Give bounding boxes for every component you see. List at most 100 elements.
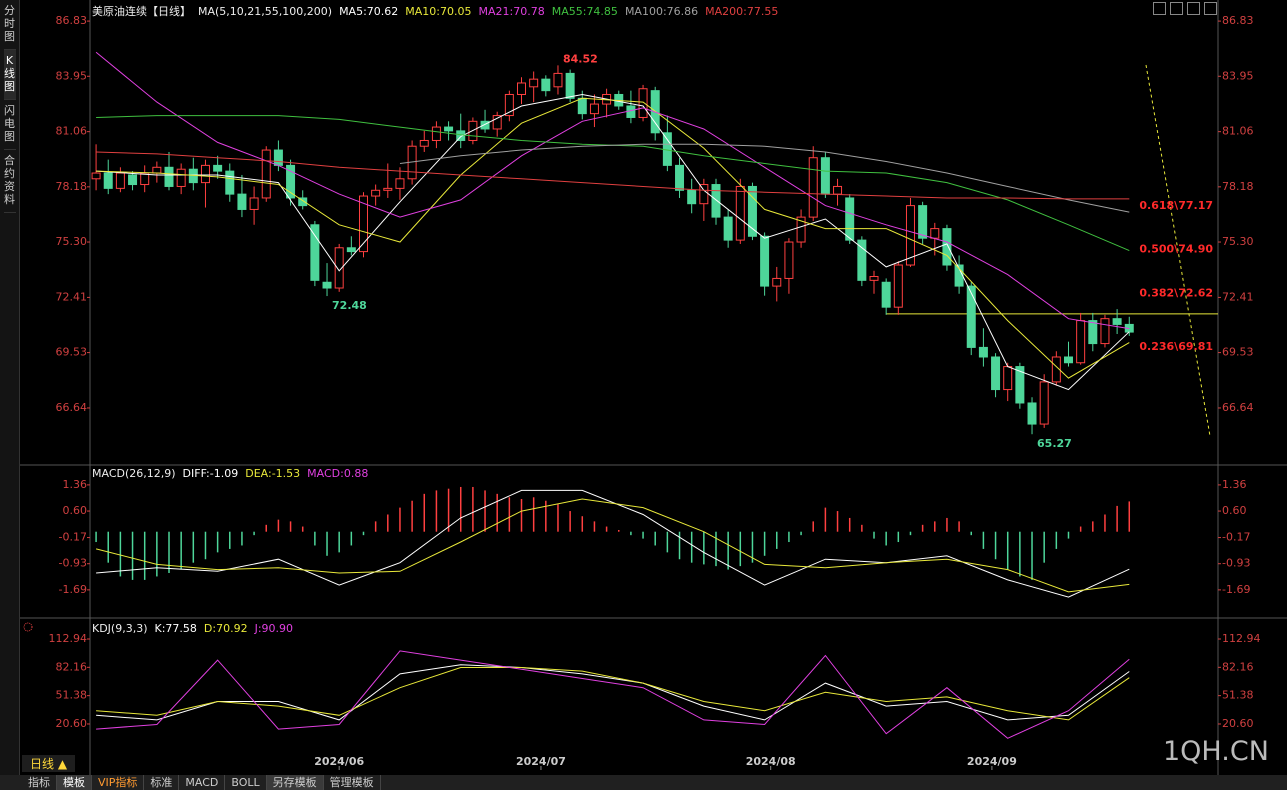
y-tick-label: 72.41 xyxy=(1222,290,1254,303)
panel-title: 美原油连续【日线】 xyxy=(92,5,191,18)
tool-icon[interactable] xyxy=(1170,2,1183,15)
side-tab[interactable]: K线图 xyxy=(3,50,16,100)
tab[interactable]: 标准 xyxy=(144,775,180,790)
candle-body xyxy=(1112,318,1122,325)
fib-label: 0.618\77.17 xyxy=(1139,199,1213,212)
candle-body xyxy=(395,178,405,189)
candle-body xyxy=(128,174,138,186)
y-tick-label: 69.53 xyxy=(56,346,88,359)
candle-body xyxy=(286,164,296,199)
candle-body xyxy=(444,126,454,132)
candle-body xyxy=(261,149,271,199)
candle-body xyxy=(760,235,770,287)
y-tick-label: 66.64 xyxy=(1222,401,1254,414)
candle-body xyxy=(723,216,733,241)
candle-body xyxy=(358,195,368,253)
period[interactable]: 日线 ▲ xyxy=(22,755,76,772)
indicator-line xyxy=(96,664,1130,721)
y-tick-label: 78.18 xyxy=(1222,180,1254,193)
candle-body xyxy=(991,356,1001,391)
y-tick-label: 83.95 xyxy=(56,69,88,82)
candle-body xyxy=(820,157,830,195)
panel-title: MACD(26,12,9) xyxy=(92,467,176,480)
indicator-line xyxy=(96,650,1130,739)
candle-body xyxy=(833,185,843,195)
y-tick-label: 1.36 xyxy=(63,478,88,491)
candle-body xyxy=(103,172,113,189)
candle-body xyxy=(1088,320,1098,345)
candle-body xyxy=(905,205,915,266)
y-tick-label: -0.17 xyxy=(59,531,87,544)
tool-icon[interactable] xyxy=(1187,2,1200,15)
legend-entry: DEA:-1.53 xyxy=(245,467,301,480)
side-tab[interactable]: 闪电图 xyxy=(3,100,16,150)
x-tick-label: 2024/08 xyxy=(746,755,796,768)
legend-entry: MA55:74.85 xyxy=(551,5,618,18)
candle-body xyxy=(918,205,928,239)
tab[interactable]: 管理模板 xyxy=(324,775,381,790)
y-tick-label: 0.60 xyxy=(63,504,88,517)
candle-body xyxy=(699,184,709,205)
side-tab[interactable]: 合约资料 xyxy=(3,150,16,213)
candle-body xyxy=(480,120,490,130)
candle-body xyxy=(310,224,320,281)
candle-body xyxy=(881,281,891,308)
legend-entry: MA5:70.62 xyxy=(339,5,399,18)
candle-body xyxy=(808,157,818,218)
y-tick-label: -1.69 xyxy=(1222,583,1250,596)
sidebar: 分时图 K线图 闪电图 合约资料 xyxy=(0,0,20,775)
candle-body xyxy=(176,168,186,187)
candle-body xyxy=(200,164,210,184)
candle-body xyxy=(346,247,356,253)
tab[interactable]: 指标 xyxy=(22,775,57,790)
extreme-label: 72.48 xyxy=(332,299,367,312)
y-tick-label: 20.60 xyxy=(1222,717,1254,730)
legend-entry: MA200:77.55 xyxy=(705,5,779,18)
y-tick-label: 20.60 xyxy=(56,717,88,730)
tool-icon[interactable] xyxy=(1204,2,1217,15)
y-tick-label: 112.94 xyxy=(49,632,88,645)
indicator-line xyxy=(399,143,1130,213)
candle-body xyxy=(322,281,332,289)
tab[interactable]: VIP指标 xyxy=(92,775,145,790)
legend-entry: MA10:70.05 xyxy=(405,5,472,18)
indicator-line xyxy=(96,667,1130,721)
candle-body xyxy=(273,149,283,166)
candle-body xyxy=(857,239,867,281)
candle-body xyxy=(1076,320,1086,364)
tool-icon[interactable] xyxy=(1153,2,1166,15)
candle-body xyxy=(966,285,976,348)
indicator-line xyxy=(96,151,1130,200)
y-tick-label: 66.64 xyxy=(56,401,88,414)
candle-body xyxy=(1015,366,1025,404)
x-tick-label: 2024/09 xyxy=(967,755,1017,768)
candle-body xyxy=(747,185,757,237)
indicator-line xyxy=(96,97,1130,379)
candle-body xyxy=(517,82,527,95)
side-tab[interactable]: 分时图 xyxy=(3,0,16,50)
extreme-label: 84.52 xyxy=(563,52,598,65)
kdj-icon xyxy=(23,622,33,632)
candle-body xyxy=(553,72,563,88)
tab[interactable]: MACD xyxy=(179,775,226,790)
candle-body xyxy=(541,78,551,92)
candle-body xyxy=(504,93,514,117)
tab[interactable]: BOLL xyxy=(225,775,267,790)
candle-body xyxy=(225,170,235,195)
kdj-legend: KDJ(9,3,3) K:77.58 D:70.92 J:90.90 xyxy=(92,622,300,635)
y-tick-label: -0.93 xyxy=(1222,557,1250,570)
candle-body xyxy=(711,184,721,218)
legend-entry: K:77.58 xyxy=(154,622,197,635)
candle-body xyxy=(1027,402,1037,425)
candle-body xyxy=(237,193,247,210)
indicator-line xyxy=(95,51,1130,330)
tab[interactable]: 另存模板 xyxy=(266,775,324,790)
x-tick-label: 2024/06 xyxy=(314,755,364,768)
candle-body xyxy=(431,126,441,141)
tab[interactable]: 模板 xyxy=(57,775,92,790)
candle-body xyxy=(492,115,502,130)
candle-body xyxy=(152,166,162,174)
y-tick-label: -1.69 xyxy=(59,583,87,596)
candle-body xyxy=(687,189,697,205)
